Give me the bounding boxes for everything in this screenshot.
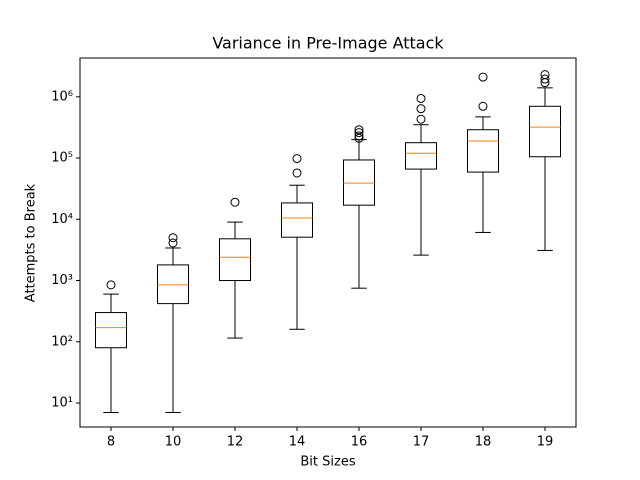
flier (478, 72, 488, 82)
flier (230, 197, 240, 207)
flier (354, 125, 364, 135)
flier (292, 154, 302, 164)
flier (168, 238, 178, 248)
y-tick-label: 10⁴ (51, 212, 73, 227)
box (343, 159, 375, 206)
box (157, 264, 189, 305)
flier (168, 233, 178, 243)
flier (354, 131, 364, 141)
y-tick-label: 10⁵ (51, 151, 73, 166)
x-tick-label: 12 (227, 435, 244, 450)
y-tick-label: 10² (51, 334, 73, 349)
y-tick-label: 10⁶ (51, 89, 73, 104)
box (467, 129, 499, 173)
x-tick-label: 8 (107, 435, 115, 450)
x-axis-label: Bit Sizes (300, 455, 355, 470)
flier (416, 104, 426, 114)
flier (478, 101, 488, 111)
flier (416, 114, 426, 124)
flier (292, 168, 302, 178)
box (95, 312, 127, 349)
y-tick-label: 10¹ (51, 396, 73, 411)
flier (540, 74, 550, 84)
x-tick-label: 10 (165, 435, 182, 450)
x-tick-label: 14 (289, 435, 306, 450)
box (281, 202, 313, 238)
flier (106, 280, 116, 290)
chart-title: Variance in Pre-Image Attack (212, 34, 444, 53)
x-tick-label: 17 (413, 435, 430, 450)
flier (540, 70, 550, 80)
y-tick-label: 10³ (51, 273, 73, 288)
plot-frame (79, 57, 577, 428)
flier (354, 128, 364, 138)
y-axis-label: Attempts to Break (24, 183, 39, 302)
box (219, 238, 251, 282)
box (529, 105, 561, 158)
x-tick-label: 19 (537, 435, 554, 450)
box (405, 142, 437, 170)
flier (354, 133, 364, 143)
x-tick-label: 16 (351, 435, 368, 450)
x-tick-label: 18 (475, 435, 492, 450)
flier (416, 93, 426, 103)
